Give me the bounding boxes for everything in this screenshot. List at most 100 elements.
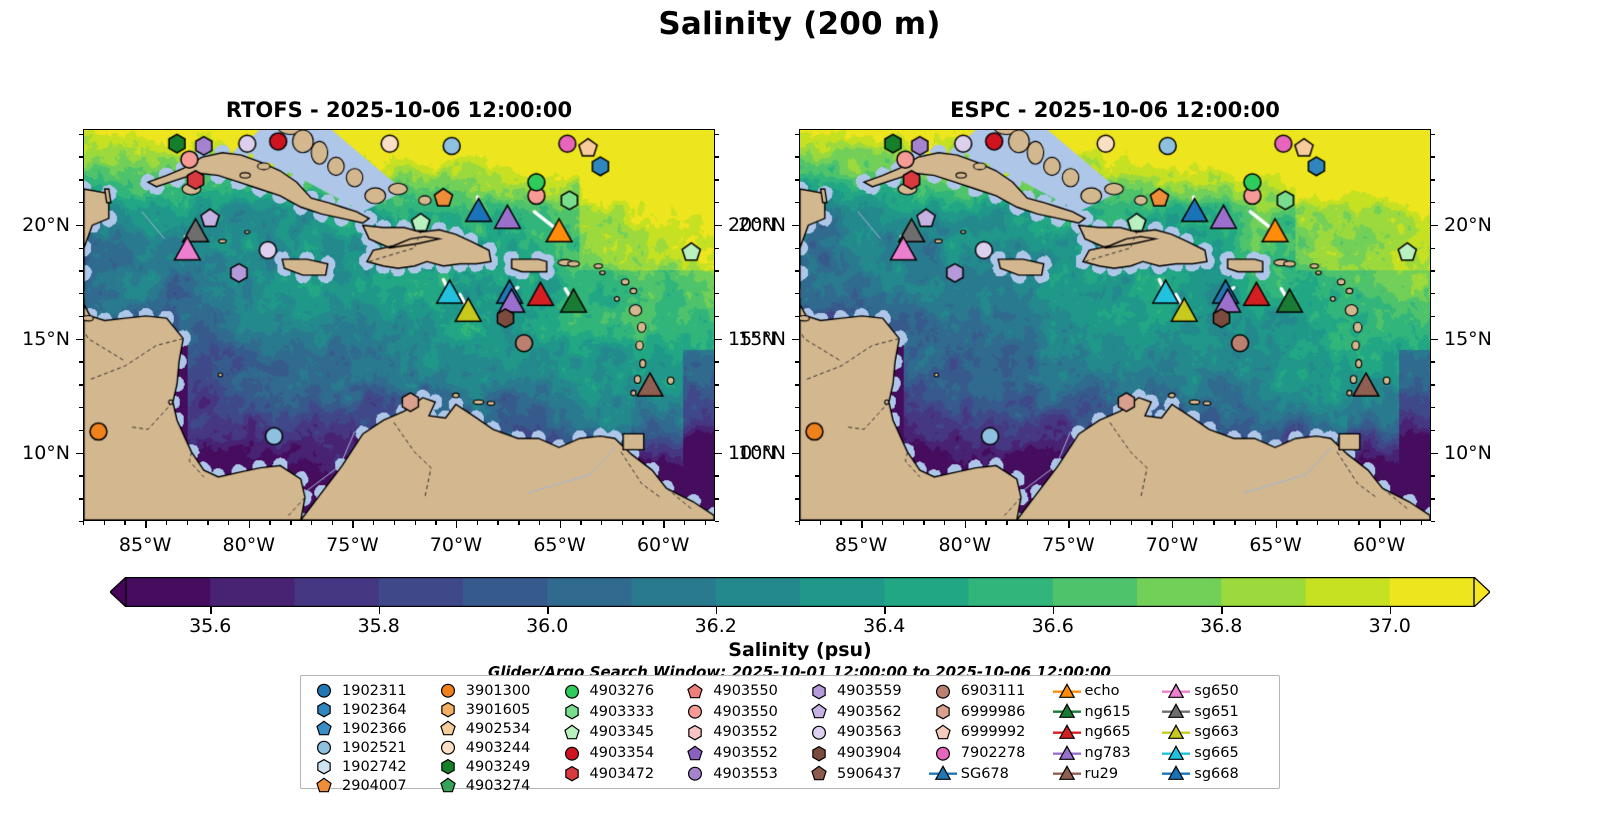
lat-tick-left (76, 224, 83, 227)
lat-tick-right (715, 429, 719, 432)
map-frame-rtofs[interactable] (83, 129, 715, 521)
map-frame-espc[interactable] (799, 129, 1431, 521)
lon-tick (393, 521, 396, 525)
legend-item[interactable]: ng665 (1052, 722, 1162, 743)
colorbar-tick (378, 607, 381, 614)
legend-item[interactable]: SG678 (928, 763, 1052, 784)
legend-item[interactable]: 4903354 (557, 743, 681, 764)
lat-tick-right (715, 224, 722, 227)
lon-tick (1358, 521, 1360, 525)
legend-item-label: 1902364 (342, 701, 407, 718)
legend-column: 1902311 1902364 1902366 1902521 1902742 … (309, 681, 433, 794)
lat-tick-left (795, 384, 799, 386)
lat-label-right: 15°N (1444, 327, 1492, 350)
legend-item[interactable]: 4903249 (433, 757, 557, 776)
legend-item[interactable]: sg651 (1161, 702, 1271, 723)
legend-item[interactable]: 4903563 (804, 722, 928, 743)
glider-icon (1052, 764, 1082, 783)
lat-tick-right (715, 179, 719, 181)
circle-icon (680, 702, 710, 721)
lat-tick-right (1431, 133, 1435, 135)
lat-label-right: 10°N (728, 441, 776, 464)
lat-tick-left (79, 407, 83, 409)
lon-tick (290, 521, 292, 525)
lon-tick (248, 521, 251, 528)
colorbar-tick-label: 36.0 (526, 615, 569, 637)
lon-tick (165, 521, 168, 525)
legend-item[interactable]: 4903276 (557, 681, 681, 702)
lat-label-left: 15°N (738, 327, 786, 350)
legend-item[interactable]: 7902278 (928, 743, 1052, 764)
legend-item[interactable]: 4903550 (680, 702, 804, 723)
lon-tick (1171, 521, 1174, 528)
lon-label: 60°W (1352, 534, 1406, 556)
legend-item[interactable]: ng783 (1052, 743, 1162, 764)
lat-tick-left (79, 179, 83, 181)
legend-item[interactable]: ng615 (1052, 702, 1162, 723)
legend-item[interactable]: 4903550 (680, 681, 804, 702)
legend-item[interactable]: 4903345 (557, 722, 681, 743)
legend-item[interactable]: 1902364 (309, 700, 433, 719)
legend-item[interactable]: 3901300 (433, 681, 557, 700)
legend-item[interactable]: sg668 (1161, 763, 1271, 784)
circle-icon (928, 744, 958, 763)
lat-label-left: 10°N (738, 441, 786, 464)
legend-item[interactable]: 6999986 (928, 702, 1052, 723)
legend-item[interactable]: echo (1052, 681, 1162, 702)
legend-item[interactable]: 4903904 (804, 743, 928, 764)
legend-item[interactable]: 4903552 (680, 722, 804, 743)
lon-tick (145, 521, 147, 528)
lat-tick-right (715, 452, 722, 455)
lon-tick (497, 521, 499, 525)
legend-item[interactable]: 5906437 (804, 763, 928, 784)
colorbar-tick-label: 36.6 (1031, 615, 1074, 637)
legend-item[interactable]: 6903111 (928, 681, 1052, 702)
legend-item[interactable]: 2904007 (309, 776, 433, 795)
circle-icon (309, 738, 339, 757)
legend-item[interactable]: sg650 (1161, 681, 1271, 702)
colorbar-tick-label: 36.4 (863, 615, 906, 637)
legend-item-label: 4903354 (589, 745, 655, 762)
lon-tick (601, 521, 603, 525)
page-title: Salinity (200 m) (658, 6, 941, 42)
legend-item[interactable]: 1902521 (309, 738, 433, 757)
legend-item[interactable]: sg665 (1161, 743, 1271, 764)
legend-column: 4903559 4903562 4903563 4903904 5906437 (804, 681, 928, 784)
legend-box[interactable]: 1902311 1902364 1902366 1902521 1902742 … (300, 675, 1280, 794)
legend-item-label: 2904007 (342, 777, 407, 794)
hexagon-icon (433, 757, 463, 776)
legend-item[interactable]: 4903244 (433, 738, 557, 757)
legend-item[interactable]: 4903274 (433, 776, 557, 795)
hexagon-icon (928, 702, 958, 721)
legend-item[interactable]: 1902366 (309, 719, 433, 738)
panel-title-espc: ESPC - 2025-10-06 12:00:00 (950, 98, 1280, 122)
legend-item[interactable]: ru29 (1052, 763, 1162, 784)
lon-tick (331, 521, 334, 525)
legend-item-label: ng615 (1084, 703, 1131, 720)
legend-item-label: 4903552 (713, 745, 778, 762)
legend-item[interactable]: 4902534 (433, 719, 557, 738)
legend-item[interactable]: 1902742 (309, 757, 433, 776)
lon-tick (1275, 521, 1277, 528)
legend-item[interactable]: 6999992 (928, 722, 1052, 743)
lat-label-right: 20°N (728, 213, 776, 236)
legend-item[interactable]: 3901605 (433, 700, 557, 719)
legend-item[interactable]: sg663 (1161, 722, 1271, 743)
lat-tick-left (79, 361, 83, 363)
lat-tick-right (1431, 452, 1438, 455)
legend-item[interactable]: 4903472 (557, 763, 681, 784)
legend-item[interactable]: 4903553 (680, 763, 804, 784)
legend-item[interactable]: 1902311 (309, 681, 433, 700)
legend-item[interactable]: 4903559 (804, 681, 928, 702)
pentagon-icon (433, 776, 463, 795)
legend-item[interactable]: 4903333 (557, 702, 681, 723)
legend-item-label: sg651 (1194, 703, 1239, 720)
glider-icon (1161, 744, 1191, 763)
legend-item[interactable]: 4903552 (680, 743, 804, 764)
lat-tick-right (715, 521, 719, 523)
hexagon-icon (557, 764, 587, 783)
legend-item[interactable]: 4903562 (804, 702, 928, 723)
panel-title-rtofs: RTOFS - 2025-10-06 12:00:00 (225, 98, 573, 122)
legend-item-label: sg650 (1194, 683, 1239, 700)
